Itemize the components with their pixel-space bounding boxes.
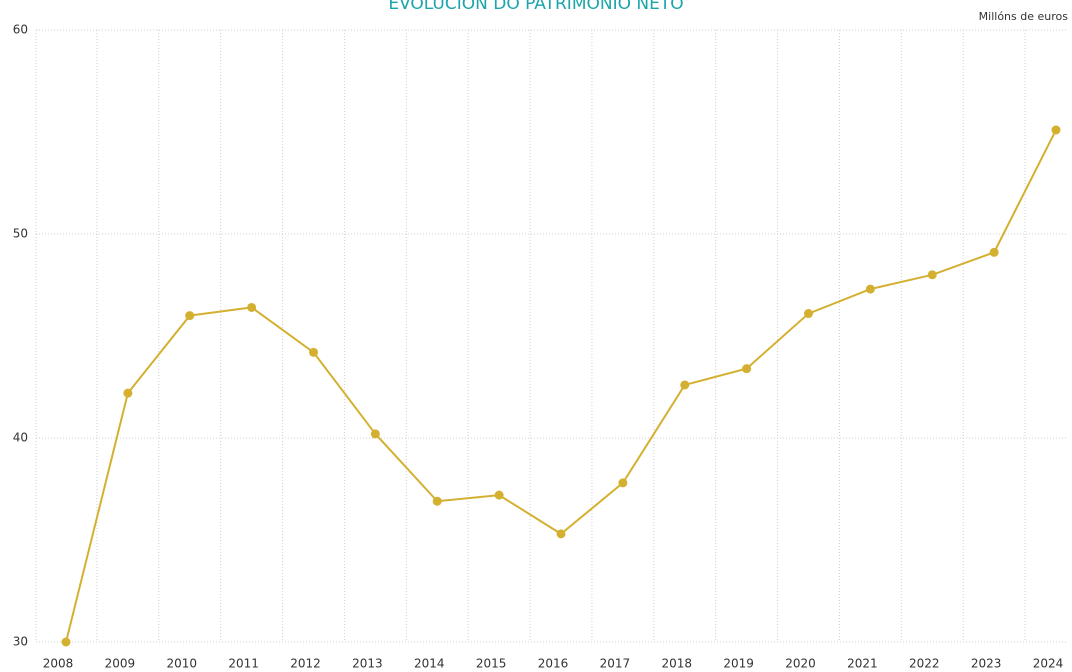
data-point	[865, 284, 875, 294]
x-tick-label: 2010	[166, 657, 197, 671]
data-point	[989, 247, 999, 257]
x-tick-label: 2019	[723, 657, 754, 671]
x-tick-label: 2012	[290, 657, 321, 671]
data-point	[1051, 125, 1061, 135]
x-tick-label: 2008	[43, 657, 74, 671]
x-tick-label: 2023	[971, 657, 1002, 671]
unit-label: Millóns de euros	[979, 10, 1069, 23]
data-point	[247, 302, 257, 312]
data-point	[927, 270, 937, 280]
data-point	[370, 429, 380, 439]
y-tick-label: 30	[13, 635, 28, 649]
y-tick-label: 50	[13, 227, 28, 241]
chart-title: EVOLUCIÓN DO PATRIMONIO NETO	[388, 0, 683, 14]
data-point	[494, 490, 504, 500]
y-tick-label: 60	[13, 23, 28, 37]
data-point	[804, 309, 813, 319]
x-tick-label: 2018	[661, 657, 692, 671]
x-tick-label: 2016	[538, 657, 569, 671]
data-point	[185, 311, 195, 321]
data-point	[61, 637, 71, 647]
x-tick-label: 2011	[228, 657, 259, 671]
data-point	[556, 529, 566, 539]
series-line	[65, 129, 1057, 643]
data-point	[742, 364, 752, 374]
x-tick-label: 2022	[909, 657, 940, 671]
data-point	[309, 347, 318, 357]
x-tick-label: 2024	[1033, 657, 1064, 671]
x-tick-label: 2015	[476, 657, 507, 671]
x-tick-label: 2013	[352, 657, 383, 671]
x-tick-label: 2020	[785, 657, 816, 671]
data-point	[618, 478, 628, 488]
data-point	[680, 380, 690, 390]
x-tick-label: 2009	[105, 657, 136, 671]
data-point	[123, 388, 133, 398]
y-tick-label: 40	[13, 431, 28, 445]
data-point	[432, 496, 442, 506]
x-tick-label: 2014	[414, 657, 445, 671]
x-tick-label: 2021	[847, 657, 878, 671]
x-tick-label: 2017	[600, 657, 631, 671]
